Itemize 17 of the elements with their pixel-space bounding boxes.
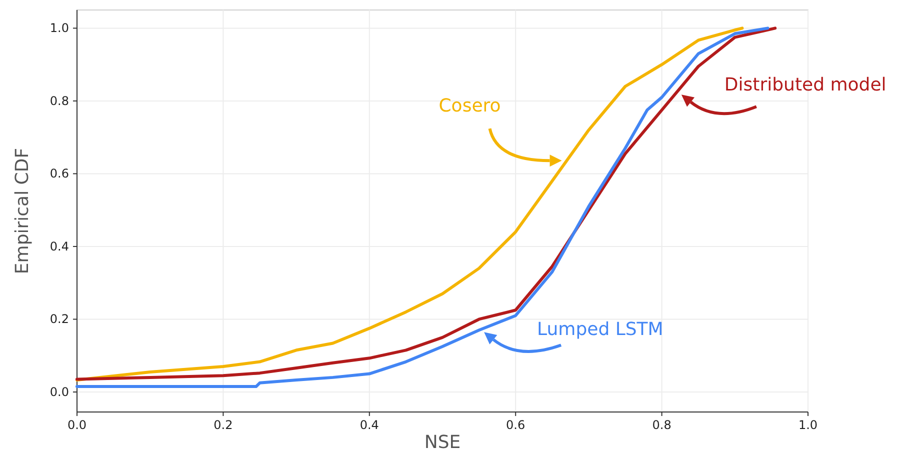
x-tick-label: 0.8 [652, 418, 672, 432]
y-tick-label: 1.0 [50, 21, 69, 36]
legend-label: Lumped LSTM [537, 319, 664, 340]
y-tick-label: 0.6 [50, 166, 69, 181]
y-tick-label: 0.4 [50, 239, 69, 254]
x-tick-label: 0.2 [214, 418, 233, 432]
y-tick-label: 0.2 [50, 312, 69, 326]
y-axis-title: Empirical CDF [12, 148, 33, 274]
x-tick-label: 0.0 [67, 418, 87, 432]
y-tick-label: 0.0 [50, 384, 69, 399]
series-label: Distributed model [724, 74, 886, 96]
x-tick-label: 0.6 [506, 418, 526, 432]
y-tick-label: 0.8 [50, 94, 69, 108]
x-tick-label: 0.4 [360, 418, 379, 432]
x-tick-label: 1.0 [798, 418, 818, 432]
x-axis-title: NSE [424, 432, 461, 453]
text: Cosero [438, 96, 501, 117]
